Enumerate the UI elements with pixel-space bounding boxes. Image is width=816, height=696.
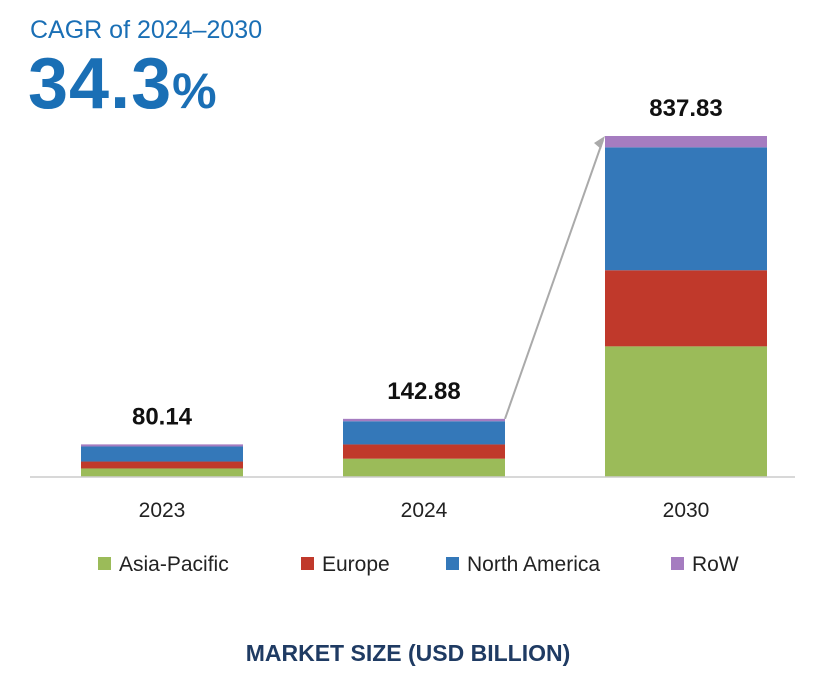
growth-connector [504,136,605,420]
bar-segment-north-america-2024 [343,421,505,445]
legend: Asia-Pacific Europe North America RoW [98,553,739,576]
legend-label: Europe [322,553,390,576]
total-label-2030: 837.83 [649,95,722,122]
bar-segment-europe-2030 [605,270,767,347]
bar-segment-north-america-2030 [605,147,767,271]
total-label-2024: 142.88 [387,378,460,405]
x-tick-label-2030: 2030 [663,499,710,522]
legend-swatch [98,557,111,570]
legend-swatch [671,557,684,570]
legend-label: North America [467,553,600,576]
bar-segment-row-2030 [605,136,767,148]
bar-segment-europe-2023 [81,461,243,469]
labels: 80.14 2023 142.88 2024 837.83 2030 [132,95,723,522]
legend-swatch [301,557,314,570]
cagr-number: 34.3 [28,44,173,124]
legend-item-asia-pacific: Asia-Pacific [98,553,229,576]
cagr-percent: % [172,63,218,119]
legend-item-north-america: North America [446,553,600,576]
chart-footer-title: MARKET SIZE (USD BILLION) [245,640,571,666]
legend-label: RoW [692,553,739,576]
legend-swatch [446,557,459,570]
bar-segment-row-2024 [343,418,505,422]
bar-segment-asia-pacific-2023 [81,468,243,477]
x-tick-label-2023: 2023 [139,499,186,522]
stacked-bar-chart: 80.14 2023 142.88 2024 837.83 2030 Asia-Pacif… [30,95,795,576]
cagr-label: CAGR of 2024–2030 [30,16,263,44]
total-label-2023: 80.14 [132,403,193,430]
growth-connector-line [504,139,604,420]
bar-segment-north-america-2023 [81,446,243,462]
cagr-value: 34.3% [28,48,218,120]
bar-segment-row-2023 [81,444,243,447]
bar-segment-europe-2024 [343,444,505,459]
growth-connector-arrowhead [594,136,605,149]
bars [81,136,767,477]
bar-segment-asia-pacific-2024 [343,458,505,477]
bar-segment-asia-pacific-2030 [605,346,767,477]
legend-item-europe: Europe [301,553,390,576]
legend-label: Asia-Pacific [119,553,229,576]
x-tick-label-2024: 2024 [401,499,448,522]
legend-item-row: RoW [671,553,739,576]
